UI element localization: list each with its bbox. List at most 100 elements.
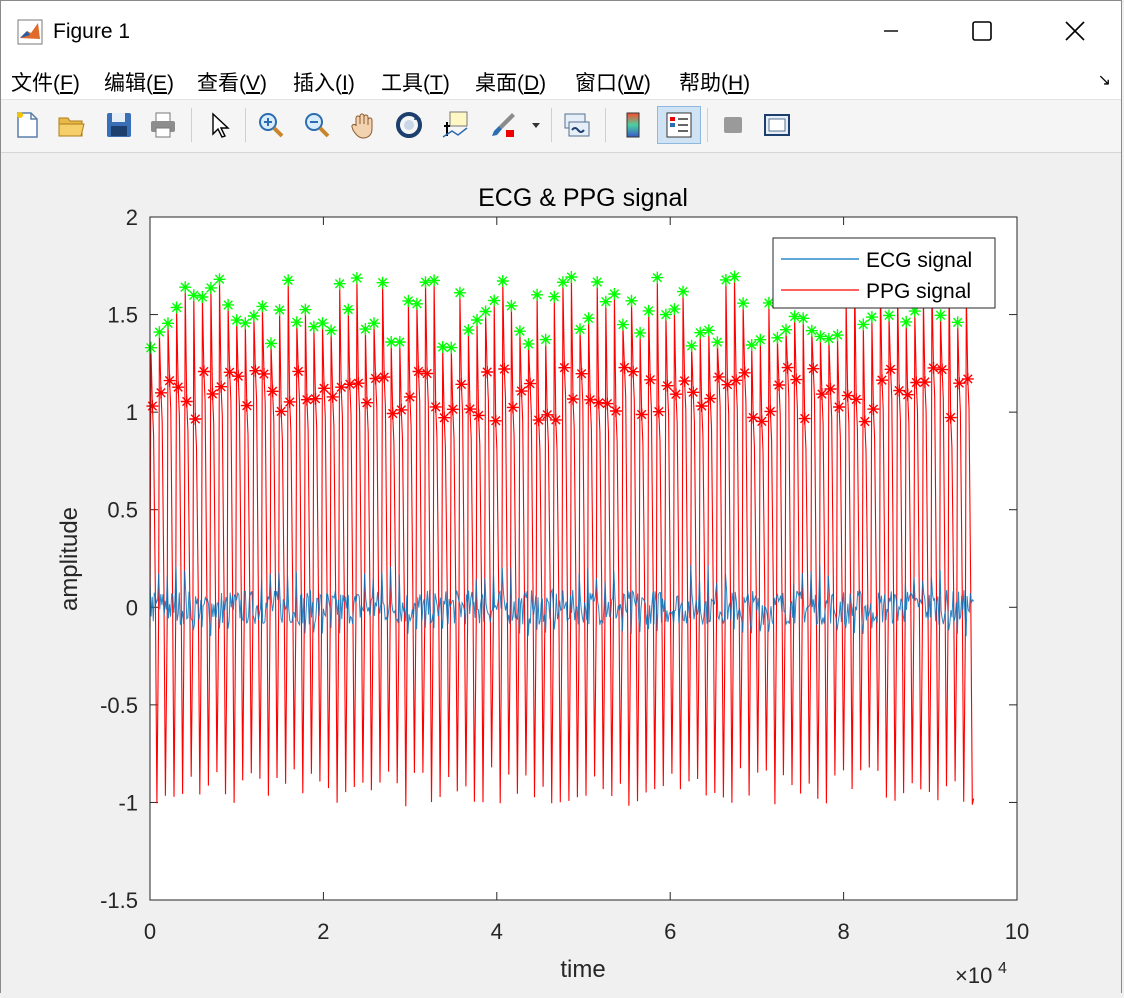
- brush-dropdown[interactable]: [527, 106, 545, 144]
- systolic-peak-marker: [239, 317, 252, 330]
- secondary-peak-marker: [300, 393, 313, 406]
- systolic-peak-marker: [651, 271, 664, 284]
- secondary-peak-marker: [704, 392, 717, 405]
- systolic-peak-marker: [797, 312, 810, 325]
- data-cursor-icon: [442, 111, 468, 138]
- menu-insert[interactable]: 插入(I): [293, 72, 355, 95]
- hide-plot-tools-icon: [724, 117, 742, 133]
- secondary-peak-marker: [180, 395, 193, 408]
- pan-button[interactable]: [345, 106, 381, 144]
- systolic-peak-marker: [934, 309, 947, 322]
- secondary-peak-marker: [464, 403, 476, 416]
- close-button[interactable]: [1051, 9, 1099, 53]
- secondary-peak-marker: [609, 405, 622, 417]
- systolic-peak-marker: [316, 317, 329, 330]
- zoom-in-button[interactable]: [253, 106, 289, 144]
- secondary-peak-marker: [455, 378, 468, 391]
- secondary-peak-marker: [506, 401, 519, 414]
- y-tick-label: -0.5: [100, 693, 138, 718]
- new-file-button[interactable]: [9, 106, 45, 144]
- secondary-peak-marker: [326, 390, 339, 403]
- chevron-down-icon: [532, 123, 540, 128]
- y-tick-label: 0: [126, 595, 138, 620]
- show-plot-tools-button[interactable]: [759, 106, 795, 144]
- systolic-peak-marker: [728, 270, 741, 283]
- secondary-peak-marker: [815, 388, 828, 401]
- systolic-peak-marker: [187, 289, 200, 302]
- secondary-peak-marker: [764, 405, 777, 418]
- systolic-peak-marker: [548, 290, 561, 303]
- systolic-peak-marker: [719, 273, 732, 286]
- brush-button[interactable]: [485, 106, 521, 144]
- secondary-peak-marker: [197, 365, 210, 378]
- zoom-out-button[interactable]: [299, 106, 335, 144]
- systolic-peak-marker: [908, 305, 921, 318]
- systolic-peak-marker: [462, 324, 475, 337]
- menu-help[interactable]: 帮助(H): [679, 72, 751, 95]
- close-icon: [1065, 21, 1085, 41]
- systolic-peak-marker: [445, 341, 458, 354]
- systolic-peak-marker: [539, 333, 552, 346]
- print-button[interactable]: [145, 106, 181, 144]
- minimize-button[interactable]: [867, 9, 915, 53]
- systolic-peak-marker: [222, 298, 235, 311]
- menu-tools[interactable]: 工具(T): [381, 72, 450, 95]
- open-button[interactable]: [53, 106, 89, 144]
- systolic-peak-marker: [625, 294, 638, 307]
- x-tick-label: 0: [144, 919, 156, 944]
- secondary-peak-marker: [661, 379, 674, 392]
- secondary-peak-marker: [687, 386, 700, 399]
- legend[interactable]: ECG signal PPG signal: [772, 237, 996, 309]
- maximize-button[interactable]: [958, 9, 1006, 53]
- menu-desktop[interactable]: 桌面(D): [475, 72, 547, 95]
- secondary-peak-marker: [918, 376, 931, 389]
- systolic-peak-marker: [505, 299, 518, 312]
- secondary-peak-marker: [489, 414, 502, 427]
- colorbar-button[interactable]: [615, 106, 651, 144]
- systolic-peak-marker: [634, 326, 647, 339]
- legend-button[interactable]: [657, 106, 701, 144]
- secondary-peak-marker: [936, 363, 949, 376]
- systolic-peak-marker: [668, 303, 681, 316]
- systolic-peak-marker: [410, 297, 423, 310]
- rotate-button[interactable]: [391, 106, 427, 144]
- secondary-peak-marker: [961, 372, 974, 385]
- toolbar-separator: [551, 108, 552, 142]
- secondary-peak-marker: [275, 405, 288, 418]
- secondary-peak-marker: [592, 396, 605, 409]
- y-tick-label: 2: [126, 205, 138, 230]
- secondary-peak-marker: [944, 411, 957, 424]
- legend-ecg-label: ECG signal: [866, 249, 972, 272]
- menu-window[interactable]: 窗口(W): [575, 72, 651, 95]
- menu-view[interactable]: 查看(V): [197, 72, 268, 95]
- chart-svg: 0 2 4 6 8 10 -1.5 -1 -0.5 0 0.5 1 1.5 2 ECG & PPG sig…: [56, 184, 1029, 988]
- save-icon: [107, 113, 131, 137]
- secondary-peak-marker: [893, 384, 906, 397]
- systolic-peak-marker: [196, 291, 209, 303]
- link-plot-button[interactable]: [559, 106, 595, 144]
- hide-plot-tools-button[interactable]: [715, 106, 751, 144]
- secondary-peak-marker: [721, 378, 734, 391]
- secondary-peak-marker: [575, 367, 588, 380]
- systolic-peak-marker: [419, 276, 432, 289]
- secondary-peak-marker: [215, 380, 228, 393]
- secondary-peak-marker: [678, 374, 691, 387]
- toolbar-toggle-icon[interactable]: ↘: [1097, 72, 1111, 89]
- data-cursor-button[interactable]: [437, 106, 473, 144]
- menu-file[interactable]: 文件(F): [11, 72, 80, 95]
- secondary-peak-marker: [421, 367, 434, 380]
- secondary-peak-marker: [858, 415, 871, 428]
- systolic-peak-marker: [556, 276, 569, 289]
- secondary-peak-marker: [438, 411, 451, 424]
- save-button[interactable]: [101, 106, 137, 144]
- menu-edit[interactable]: 编辑(E): [104, 72, 175, 95]
- y-tick-label: 0.5: [107, 498, 138, 523]
- systolic-peak-marker: [642, 304, 655, 317]
- systolic-peak-marker: [385, 336, 398, 348]
- secondary-peak-marker: [790, 373, 803, 386]
- secondary-peak-marker: [446, 403, 459, 416]
- systolic-peak-marker: [153, 326, 166, 339]
- toolbar-separator: [191, 108, 192, 142]
- toolbar-separator: [245, 108, 246, 142]
- edit-plot-button[interactable]: [201, 106, 237, 144]
